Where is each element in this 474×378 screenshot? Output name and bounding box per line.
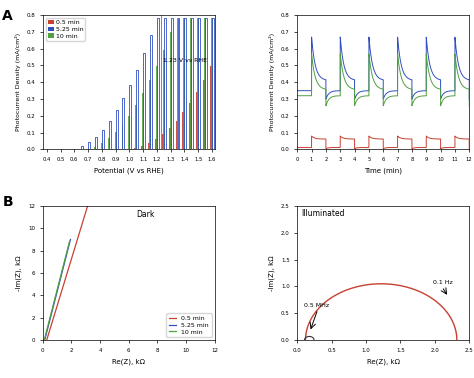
Bar [129, 85, 131, 149]
Bar [176, 19, 179, 149]
Text: 0.1 Hz: 0.1 Hz [434, 280, 453, 285]
Text: B: B [2, 195, 13, 209]
Y-axis label: Photocurrent Density (mA/cm²): Photocurrent Density (mA/cm²) [15, 33, 21, 131]
Bar [94, 147, 96, 149]
Bar [171, 19, 173, 149]
Legend: 0.5 min, 5.25 min, 10 min: 0.5 min, 5.25 min, 10 min [166, 313, 211, 337]
Y-axis label: -Im(Z), kΩ: -Im(Z), kΩ [269, 255, 275, 291]
Bar [189, 103, 191, 149]
Text: Illuminated: Illuminated [301, 209, 345, 218]
Bar [128, 116, 130, 149]
Bar [136, 70, 138, 149]
X-axis label: Potential (V vs RHE): Potential (V vs RHE) [94, 168, 164, 174]
Bar [210, 67, 212, 149]
Bar [196, 92, 198, 149]
Text: 1.23 V vs RHE: 1.23 V vs RHE [163, 58, 207, 63]
Bar [164, 19, 166, 149]
Bar [203, 80, 205, 149]
Bar [148, 143, 150, 149]
Bar [175, 121, 178, 149]
Bar [163, 50, 165, 149]
X-axis label: Re(Z), kΩ: Re(Z), kΩ [367, 358, 400, 365]
Bar [184, 19, 186, 149]
Bar [198, 19, 200, 149]
Bar [155, 139, 157, 149]
Text: A: A [2, 9, 13, 23]
Bar [122, 98, 124, 149]
Bar [205, 19, 207, 149]
Legend: 0.5 min, 5.25 min, 10 min: 0.5 min, 5.25 min, 10 min [46, 18, 85, 40]
Bar [170, 33, 172, 149]
Bar [143, 53, 145, 149]
Bar [115, 132, 117, 149]
Bar [116, 110, 118, 149]
Bar [162, 134, 164, 149]
Bar [102, 130, 104, 149]
Bar [141, 146, 143, 149]
Bar [95, 137, 97, 149]
Text: 0.5 MHz: 0.5 MHz [304, 303, 329, 308]
Bar [109, 121, 110, 149]
Y-axis label: -Im(Z), kΩ: -Im(Z), kΩ [16, 255, 22, 291]
Bar [156, 66, 158, 149]
X-axis label: Time (min): Time (min) [364, 168, 402, 174]
Bar [169, 128, 171, 149]
Text: Dark: Dark [136, 210, 154, 219]
X-axis label: Re(Z), kΩ: Re(Z), kΩ [112, 358, 145, 365]
Bar [101, 143, 103, 149]
Bar [149, 80, 151, 149]
Bar [212, 19, 214, 149]
Bar [183, 19, 185, 149]
Bar [108, 138, 109, 149]
Bar [211, 19, 213, 149]
Bar [204, 19, 206, 149]
Bar [81, 146, 83, 149]
Bar [178, 19, 180, 149]
Bar [182, 112, 184, 149]
Bar [121, 124, 123, 149]
Bar [135, 105, 137, 149]
Bar [88, 142, 90, 149]
Y-axis label: Photocurrent Density (mA/cm²): Photocurrent Density (mA/cm²) [269, 33, 275, 131]
Bar [134, 147, 136, 149]
Bar [191, 19, 192, 149]
Bar [142, 93, 144, 149]
Bar [150, 35, 152, 149]
Bar [157, 19, 159, 149]
Bar [197, 19, 199, 149]
Bar [191, 19, 193, 149]
